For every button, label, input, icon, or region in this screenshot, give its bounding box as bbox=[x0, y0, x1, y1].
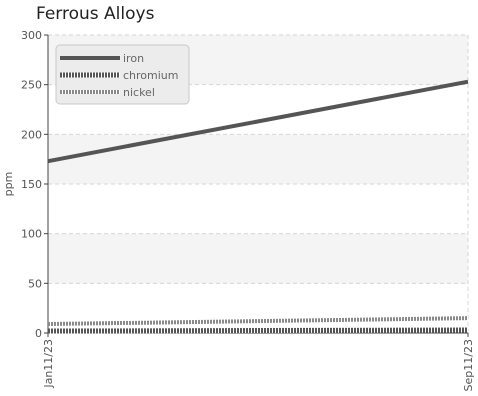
y-tick-label: 300 bbox=[21, 29, 42, 42]
x-tick-label: Sep11/23 bbox=[462, 339, 475, 391]
y-tick-label: 150 bbox=[21, 178, 42, 191]
y-tick-label: 200 bbox=[21, 128, 42, 141]
plot-band bbox=[48, 134, 468, 184]
series-line-chromium bbox=[47, 327, 469, 334]
series-line-nickel bbox=[47, 316, 469, 327]
legend-label-nickel: nickel bbox=[123, 86, 155, 99]
y-tick-label: 100 bbox=[21, 228, 42, 241]
x-tick-labels: Jan11/23 Sep11/23 bbox=[42, 339, 475, 391]
legend-label-chromium: chromium bbox=[123, 69, 179, 82]
chart-title: Ferrous Alloys bbox=[36, 4, 155, 24]
legend-label-iron: iron bbox=[123, 52, 144, 65]
plot-band bbox=[48, 233, 468, 284]
y-tick-labels: 0 50 100 150 200 250 300 bbox=[21, 29, 42, 340]
y-tick-label: 0 bbox=[35, 327, 42, 340]
y-tick-label: 250 bbox=[21, 79, 42, 92]
series-lines bbox=[47, 79, 469, 334]
y-tick-label: 50 bbox=[28, 277, 42, 290]
x-tick-label: Jan11/23 bbox=[42, 339, 55, 389]
series-line-iron bbox=[47, 79, 469, 164]
y-axis-label: ppm bbox=[2, 172, 15, 197]
legend: iron chromium nickel bbox=[55, 44, 190, 105]
